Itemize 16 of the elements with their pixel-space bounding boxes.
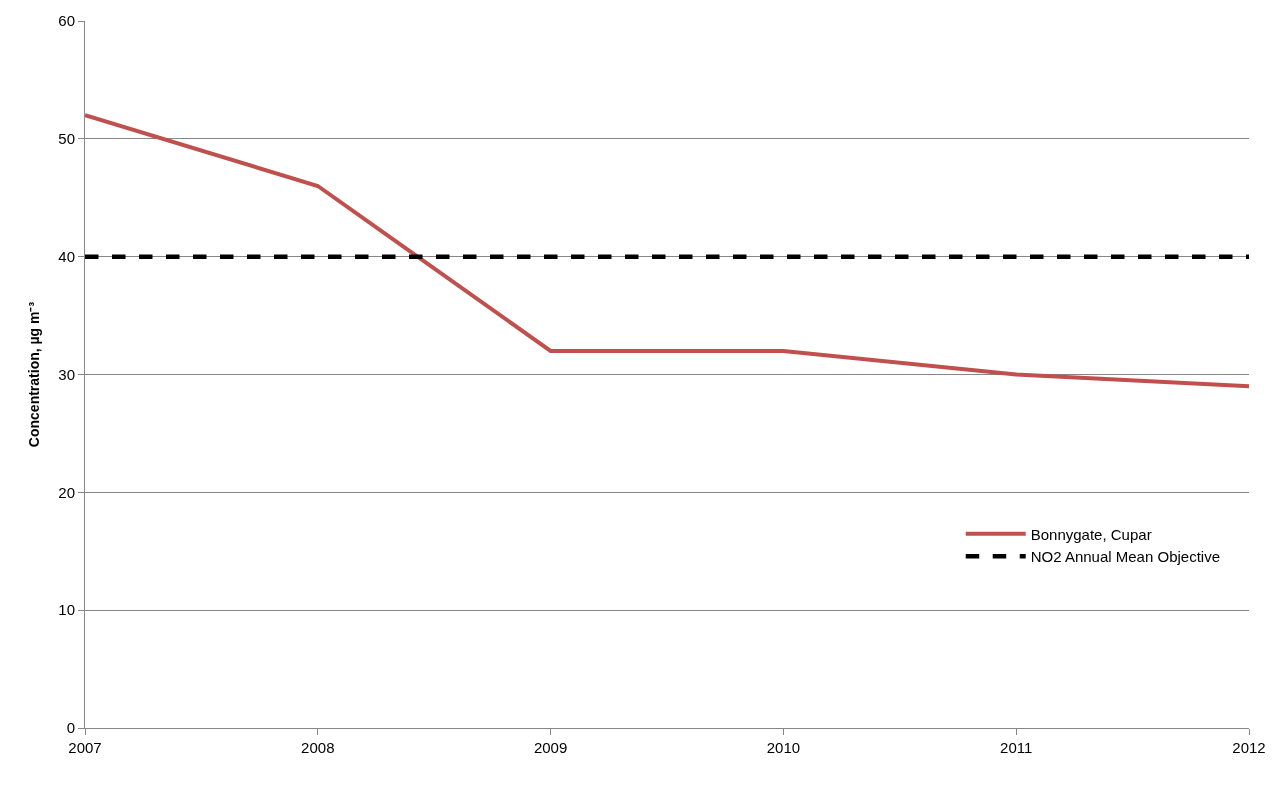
x-tick-label: 2009 <box>533 739 568 756</box>
y-tick-label: 30 <box>58 365 75 383</box>
legend-label: Bonnygate, Cupar <box>1030 525 1152 543</box>
x-tick-label: 2011 <box>1000 739 1033 756</box>
y-axis-title: Concentration, µg m⁻³ <box>25 301 42 448</box>
y-tick-label: 10 <box>58 601 75 619</box>
x-tick-label: 2012 <box>1232 739 1266 756</box>
x-tick-label: 2007 <box>68 739 102 756</box>
y-tick-label: 20 <box>58 483 75 501</box>
legend-label: NO2 Annual Mean Objective <box>1030 548 1220 566</box>
y-tick-label: 0 <box>66 719 75 737</box>
y-tick-label: 50 <box>58 130 75 148</box>
y-tick-label: 40 <box>58 247 75 265</box>
x-tick-label: 2010 <box>766 739 801 756</box>
y-tick-label: 60 <box>58 12 75 30</box>
x-tick-label: 2008 <box>301 739 335 756</box>
